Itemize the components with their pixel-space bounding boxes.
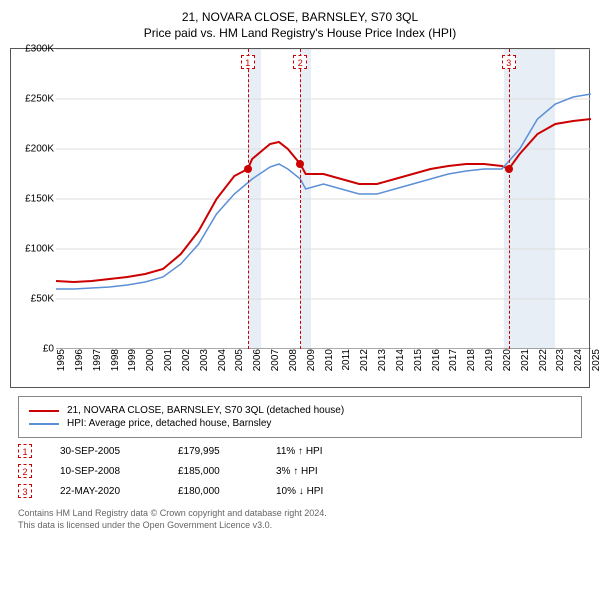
tx-delta: 10% ↓ HPI	[276, 486, 366, 497]
x-tick-label: 2005	[234, 349, 245, 371]
y-tick-label: £300K	[25, 44, 54, 55]
x-tick-label: 2022	[538, 349, 549, 371]
tx-price: £185,000	[178, 466, 248, 477]
marker-dot	[244, 165, 252, 173]
x-tick-label: 2015	[413, 349, 424, 371]
marker-line	[248, 49, 249, 349]
legend-label: 21, NOVARA CLOSE, BARNSLEY, S70 3QL (det…	[67, 405, 344, 416]
x-tick-label: 1998	[110, 349, 121, 371]
footer-line: Contains HM Land Registry data © Crown c…	[18, 508, 582, 520]
x-tick-label: 2012	[359, 349, 370, 371]
marker-dot	[505, 165, 513, 173]
x-axis: 1995 1996 1997 1998 1999 2000 2001 2002 2003 2004…	[56, 347, 591, 387]
marker-badge: 2	[293, 55, 307, 69]
plot-area: 1 2 3	[56, 49, 591, 349]
price-chart: £0£50K£100K£150K£200K£250K£300K 123 1995…	[10, 48, 590, 388]
x-tick-label: 2024	[573, 349, 584, 371]
tx-marker: 3	[18, 484, 32, 498]
tx-price: £180,000	[178, 486, 248, 497]
chart-svg	[56, 49, 591, 349]
x-tick-label: 2016	[431, 349, 442, 371]
page-title: 21, NOVARA CLOSE, BARNSLEY, S70 3QL	[8, 10, 592, 24]
legend-label: HPI: Average price, detached house, Barn…	[67, 418, 271, 429]
x-tick-label: 1999	[127, 349, 138, 371]
x-tick-label: 2002	[181, 349, 192, 371]
x-tick-label: 2011	[341, 349, 352, 371]
tx-price: £179,995	[178, 446, 248, 457]
tx-delta: 3% ↑ HPI	[276, 466, 366, 477]
tx-date: 22-MAY-2020	[60, 486, 150, 497]
x-tick-label: 1997	[92, 349, 103, 371]
x-tick-label: 2001	[163, 349, 174, 371]
x-tick-label: 2020	[502, 349, 513, 371]
marker-line	[509, 49, 510, 349]
tx-marker: 2	[18, 464, 32, 478]
series-subject	[56, 119, 591, 282]
marker-badge: 1	[241, 55, 255, 69]
transaction-row: 1 30-SEP-2005 £179,995 11% ↑ HPI	[18, 444, 582, 458]
legend-row: 21, NOVARA CLOSE, BARNSLEY, S70 3QL (det…	[29, 405, 571, 416]
y-tick-label: £200K	[25, 144, 54, 155]
x-tick-label: 2013	[377, 349, 388, 371]
marker-dot	[296, 160, 304, 168]
tx-date: 10-SEP-2008	[60, 466, 150, 477]
footer: Contains HM Land Registry data © Crown c…	[18, 508, 582, 531]
legend-swatch	[29, 423, 59, 425]
tx-date: 30-SEP-2005	[60, 446, 150, 457]
x-tick-label: 2018	[466, 349, 477, 371]
x-tick-label: 2025	[591, 349, 600, 371]
series-hpi	[56, 94, 591, 289]
footer-line: This data is licensed under the Open Gov…	[18, 520, 582, 532]
legend-row: HPI: Average price, detached house, Barn…	[29, 418, 571, 429]
y-axis: £0£50K£100K£150K£200K£250K£300K	[11, 49, 56, 349]
x-tick-label: 2017	[448, 349, 459, 371]
x-tick-label: 2014	[395, 349, 406, 371]
x-tick-label: 2004	[217, 349, 228, 371]
x-tick-label: 1996	[74, 349, 85, 371]
transaction-row: 2 10-SEP-2008 £185,000 3% ↑ HPI	[18, 464, 582, 478]
transaction-row: 3 22-MAY-2020 £180,000 10% ↓ HPI	[18, 484, 582, 498]
x-tick-label: 2010	[324, 349, 335, 371]
x-tick-label: 2003	[199, 349, 210, 371]
tx-marker: 1	[18, 444, 32, 458]
tx-delta: 11% ↑ HPI	[276, 446, 366, 457]
x-tick-label: 2006	[252, 349, 263, 371]
x-tick-label: 2019	[484, 349, 495, 371]
page-subtitle: Price paid vs. HM Land Registry's House …	[8, 26, 592, 40]
x-tick-label: 2008	[288, 349, 299, 371]
y-tick-label: £250K	[25, 94, 54, 105]
y-tick-label: £100K	[25, 244, 54, 255]
x-tick-label: 2009	[306, 349, 317, 371]
x-tick-label: 2021	[520, 349, 531, 371]
marker-line	[300, 49, 301, 349]
legend: 21, NOVARA CLOSE, BARNSLEY, S70 3QL (det…	[18, 396, 582, 438]
x-tick-label: 2007	[270, 349, 281, 371]
x-tick-label: 2000	[145, 349, 156, 371]
y-tick-label: £0	[43, 344, 54, 355]
x-tick-label: 2023	[555, 349, 566, 371]
y-tick-label: £150K	[25, 194, 54, 205]
legend-swatch	[29, 410, 59, 412]
transaction-table: 1 30-SEP-2005 £179,995 11% ↑ HPI 2 10-SEP-200…	[18, 444, 582, 498]
x-tick-label: 1995	[56, 349, 67, 371]
marker-badge: 3	[502, 55, 516, 69]
y-tick-label: £50K	[31, 294, 54, 305]
